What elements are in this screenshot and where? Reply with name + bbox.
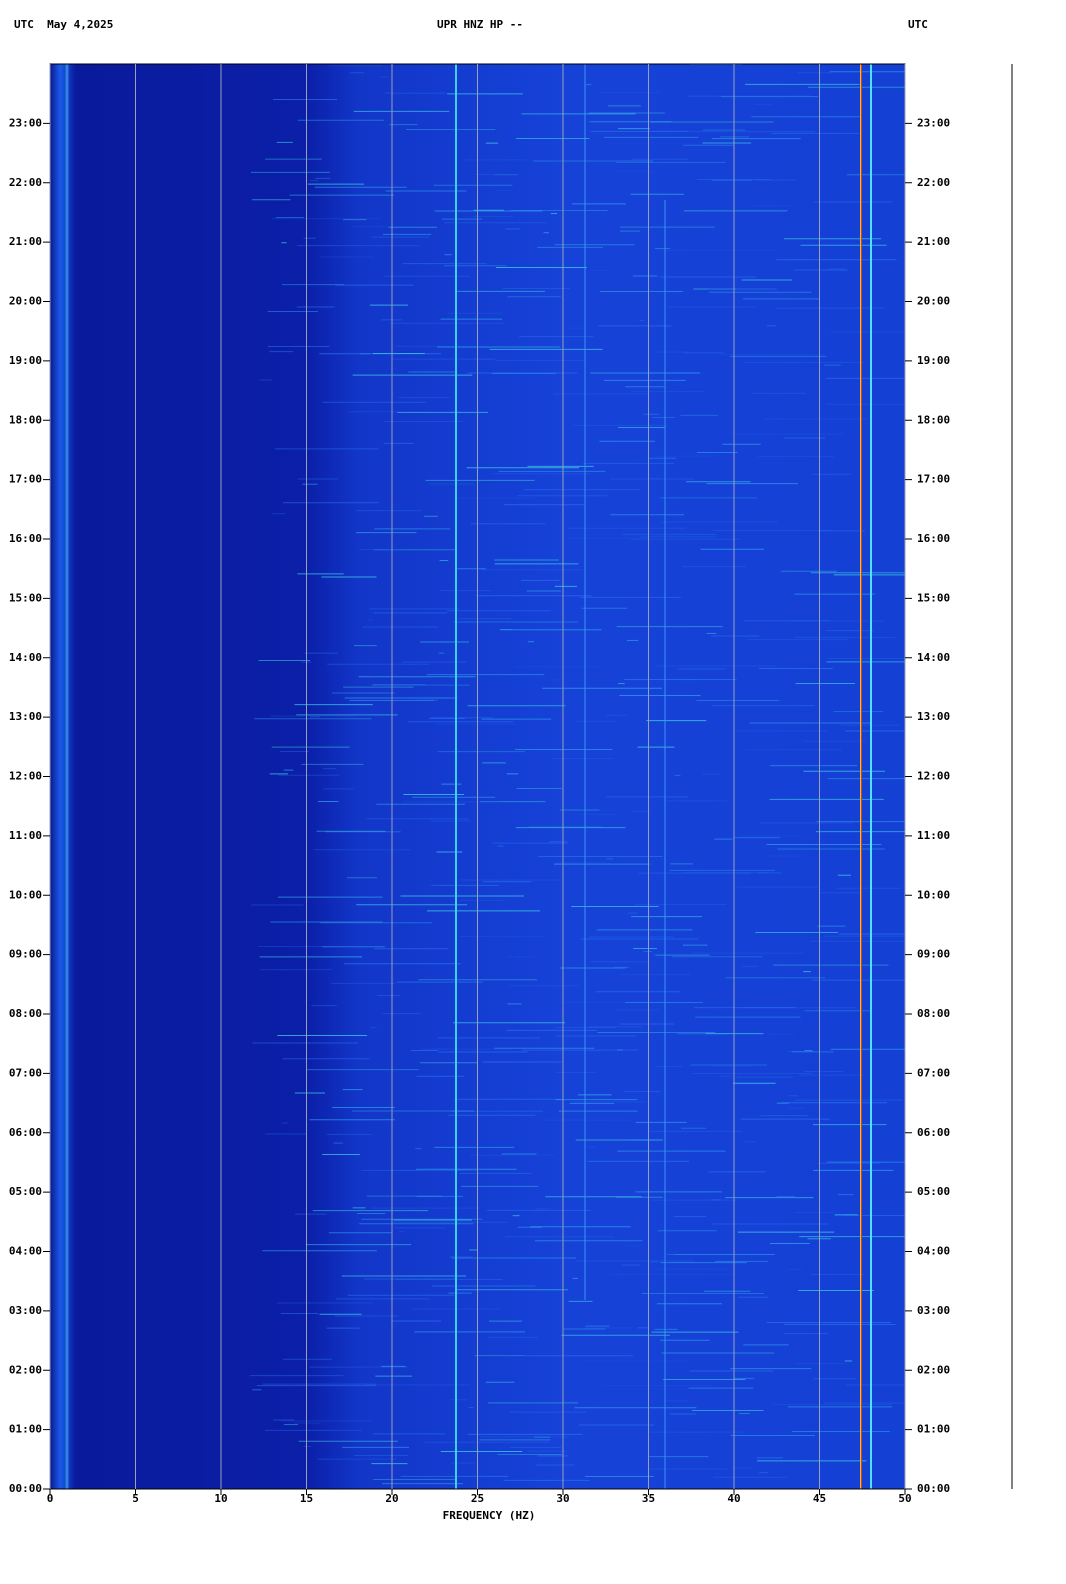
x-tick-label: 20: [385, 1492, 398, 1505]
y-tick-label-right: 02:00: [917, 1363, 950, 1376]
utc-label: UTC: [908, 18, 928, 31]
x-axis-label: FREQUENCY (HZ): [443, 1509, 536, 1522]
y-tick-label-right: 14:00: [917, 651, 950, 664]
y-tick-label-right: 07:00: [917, 1066, 950, 1079]
y-tick-label: 06:00: [9, 1126, 42, 1139]
y-tick-label: 19:00: [9, 354, 42, 367]
x-tick-label: 10: [214, 1492, 227, 1505]
y-tick-label-right: 23:00: [917, 116, 950, 129]
y-tick-label-right: 21:00: [917, 235, 950, 248]
y-tick-label-right: 22:00: [917, 176, 950, 189]
y-tick-label: 22:00: [9, 176, 42, 189]
y-tick-label-right: 15:00: [917, 591, 950, 604]
y-tick-label-right: 06:00: [917, 1126, 950, 1139]
y-tick-label-right: 09:00: [917, 948, 950, 961]
y-tick-label: 23:00: [9, 116, 42, 129]
y-tick-label-right: 11:00: [917, 829, 950, 842]
y-tick-label-right: 16:00: [917, 532, 950, 545]
y-tick-label-right: 01:00: [917, 1423, 950, 1436]
y-tick-label-right: 03:00: [917, 1304, 950, 1317]
y-tick-label: 04:00: [9, 1245, 42, 1258]
x-tick-label: 25: [471, 1492, 484, 1505]
y-tick-label-right: 20:00: [917, 295, 950, 308]
y-tick-label-right: 19:00: [917, 354, 950, 367]
y-tick-label: 10:00: [9, 888, 42, 901]
y-tick-label: 11:00: [9, 829, 42, 842]
y-tick-label: 02:00: [9, 1363, 42, 1376]
y-tick-label: 14:00: [9, 651, 42, 664]
x-tick-label: 15: [300, 1492, 313, 1505]
y-tick-label: 05:00: [9, 1185, 42, 1198]
y-tick-label: 18:00: [9, 413, 42, 426]
y-tick-label-right: 10:00: [917, 888, 950, 901]
y-tick-label: 20:00: [9, 295, 42, 308]
y-tick-label-right: 04:00: [917, 1245, 950, 1258]
y-tick-label: 21:00: [9, 235, 42, 248]
y-tick-label: 12:00: [9, 770, 42, 783]
x-tick-label: 35: [642, 1492, 655, 1505]
y-tick-label: 03:00: [9, 1304, 42, 1317]
y-tick-label: 17:00: [9, 473, 42, 486]
x-tick-label: 30: [556, 1492, 569, 1505]
y-tick-label-right: 17:00: [917, 473, 950, 486]
chart-title: UPR HNZ HP --: [437, 18, 523, 31]
x-tick-label: 0: [47, 1492, 54, 1505]
y-tick-label-right: 13:00: [917, 710, 950, 723]
y-tick-label: 09:00: [9, 948, 42, 961]
y-tick-label-right: 08:00: [917, 1007, 950, 1020]
y-tick-label-right: 05:00: [917, 1185, 950, 1198]
y-tick-label-right: 18:00: [917, 413, 950, 426]
y-tick-label: 16:00: [9, 532, 42, 545]
x-tick-label: 50: [898, 1492, 911, 1505]
x-tick-label: 45: [813, 1492, 826, 1505]
y-tick-label: 08:00: [9, 1007, 42, 1020]
x-tick-label: 5: [132, 1492, 139, 1505]
y-tick-label-right: 00:00: [917, 1482, 950, 1495]
y-tick-label: 13:00: [9, 710, 42, 723]
y-tick-label: 01:00: [9, 1423, 42, 1436]
x-tick-label: 40: [727, 1492, 740, 1505]
y-tick-label: 00:00: [9, 1482, 42, 1495]
y-tick-label: 07:00: [9, 1066, 42, 1079]
y-tick-label-right: 12:00: [917, 770, 950, 783]
y-tick-label: 15:00: [9, 591, 42, 604]
spectral-noise: [250, 63, 905, 1485]
date-label: UTC May 4,2025: [14, 18, 113, 31]
